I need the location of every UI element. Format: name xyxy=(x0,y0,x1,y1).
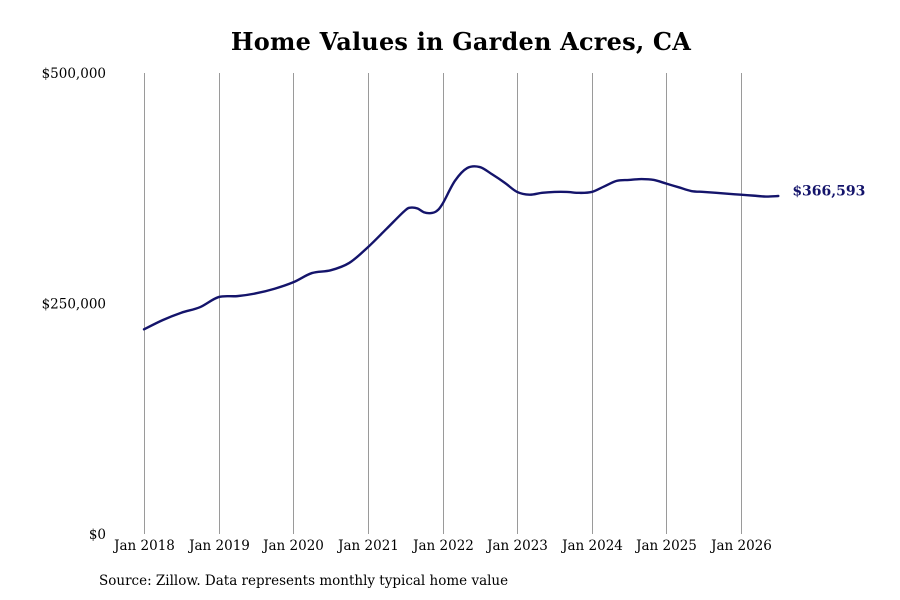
source-note: Source: Zillow. Data represents monthly … xyxy=(99,573,509,589)
end-value-label: $366,593 xyxy=(792,184,865,200)
x-tick-label: Jan 2021 xyxy=(336,538,399,554)
y-tick-label: $500,000 xyxy=(42,66,106,82)
gridlines xyxy=(144,73,742,534)
chart-title: Home Values in Garden Acres, CA xyxy=(230,27,692,56)
end-label-layer: $366,593 xyxy=(792,184,865,200)
x-tick-label: Jan 2024 xyxy=(560,538,623,554)
x-tick-label: Jan 2020 xyxy=(261,538,324,554)
x-tick-label: Jan 2025 xyxy=(634,538,697,554)
series-layer xyxy=(142,165,780,331)
x-tick-label: Jan 2018 xyxy=(112,538,175,554)
y-tick-label: $0 xyxy=(89,527,106,543)
y-tick-label: $250,000 xyxy=(42,297,106,313)
x-tick-label: Jan 2023 xyxy=(485,538,548,554)
y-axis: $0 $250,000 $500,000 xyxy=(42,66,106,543)
home-value-line xyxy=(142,165,780,331)
x-tick-label: Jan 2019 xyxy=(187,538,250,554)
x-tick-label: Jan 2026 xyxy=(709,538,772,554)
x-tick-label: Jan 2022 xyxy=(411,538,474,554)
x-axis: Jan 2018 Jan 2019 Jan 2020 Jan 2021 Jan 2022… xyxy=(112,538,772,554)
